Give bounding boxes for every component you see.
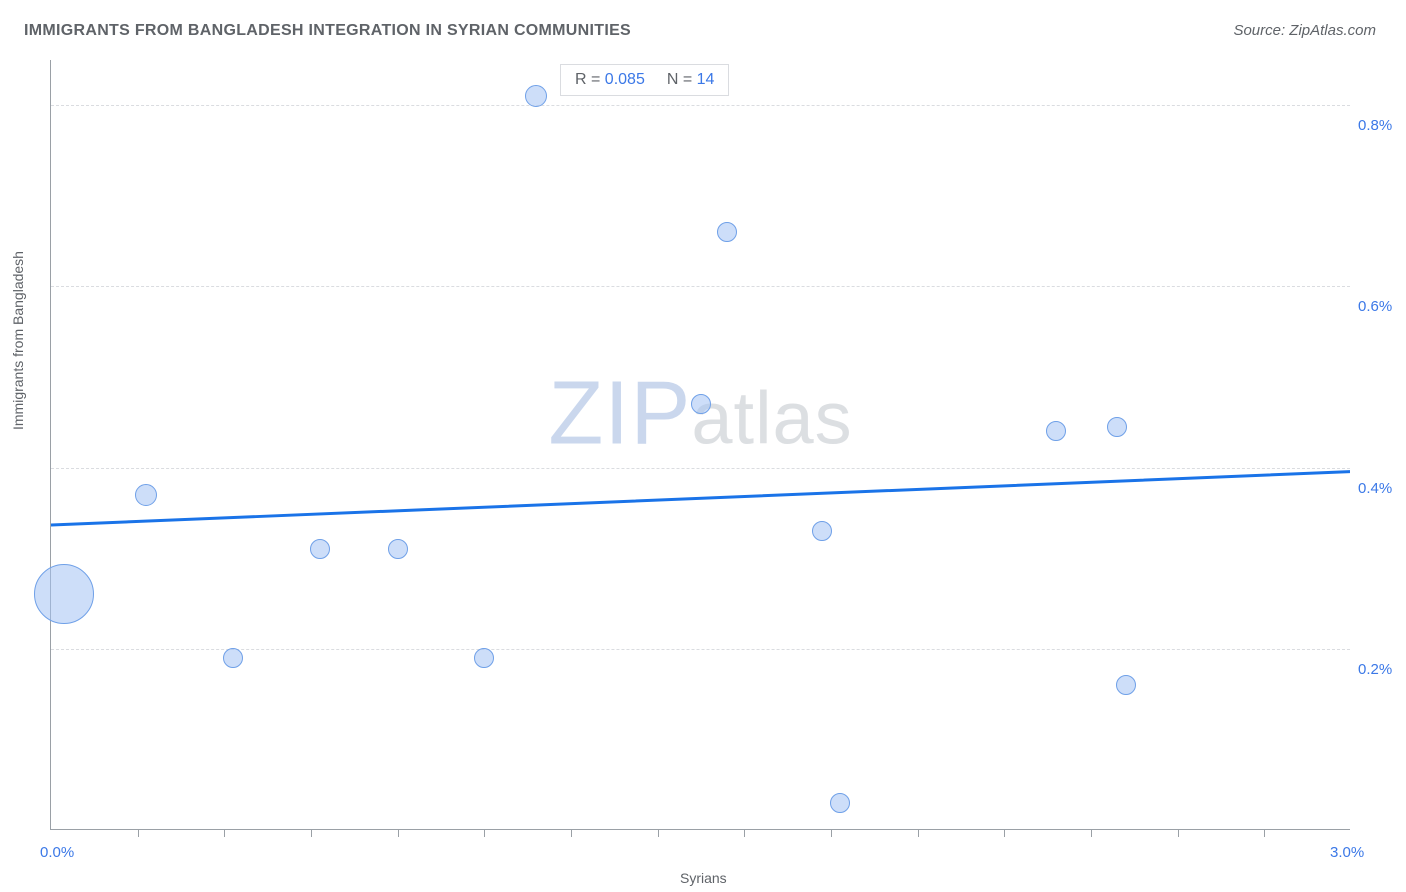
y-axis-label: Immigrants from Bangladesh (10, 251, 26, 430)
data-point[interactable] (474, 648, 494, 668)
x-tick (744, 829, 745, 837)
data-point[interactable] (223, 648, 243, 668)
data-point[interactable] (1046, 421, 1066, 441)
y-tick-label: 0.6% (1358, 298, 1392, 315)
watermark-rest: atlas (691, 376, 852, 459)
n-stat: N = 14 (667, 71, 715, 89)
data-point[interactable] (812, 521, 832, 541)
data-point[interactable] (830, 793, 850, 813)
x-axis-label: Syrians (680, 870, 727, 886)
x-tick (1264, 829, 1265, 837)
x-tick (831, 829, 832, 837)
gridline (51, 286, 1350, 287)
data-point[interactable] (388, 539, 408, 559)
stats-badge: R = 0.085 N = 14 (560, 64, 729, 96)
n-label: N = (667, 71, 692, 88)
source-attribution: Source: ZipAtlas.com (1233, 22, 1376, 39)
r-label: R = (575, 71, 600, 88)
x-tick (138, 829, 139, 837)
data-point[interactable] (34, 564, 94, 624)
data-point[interactable] (525, 85, 547, 107)
x-tick (658, 829, 659, 837)
x-tick (311, 829, 312, 837)
x-tick-label-min: 0.0% (40, 844, 74, 861)
x-tick-label-max: 3.0% (1330, 844, 1364, 861)
watermark-big: ZIP (548, 363, 691, 463)
gridline (51, 468, 1350, 469)
gridline (51, 649, 1350, 650)
y-tick-label: 0.2% (1358, 661, 1392, 678)
gridline (51, 105, 1350, 106)
data-point[interactable] (135, 484, 157, 506)
x-tick (1091, 829, 1092, 837)
r-stat: R = 0.085 (575, 71, 645, 89)
data-point[interactable] (310, 539, 330, 559)
y-tick-label: 0.8% (1358, 117, 1392, 134)
x-tick (484, 829, 485, 837)
n-value: 14 (697, 71, 715, 88)
x-tick (224, 829, 225, 837)
x-tick (1178, 829, 1179, 837)
x-tick (918, 829, 919, 837)
data-point[interactable] (691, 394, 711, 414)
data-point[interactable] (717, 222, 737, 242)
scatter-plot: ZIPatlas (50, 60, 1350, 830)
y-tick-label: 0.4% (1358, 480, 1392, 497)
data-point[interactable] (1107, 417, 1127, 437)
r-value: 0.085 (605, 71, 645, 88)
x-tick (571, 829, 572, 837)
x-tick (1004, 829, 1005, 837)
x-tick (398, 829, 399, 837)
trend-line (51, 60, 1350, 829)
chart-title: IMMIGRANTS FROM BANGLADESH INTEGRATION I… (24, 22, 631, 40)
data-point[interactable] (1116, 675, 1136, 695)
